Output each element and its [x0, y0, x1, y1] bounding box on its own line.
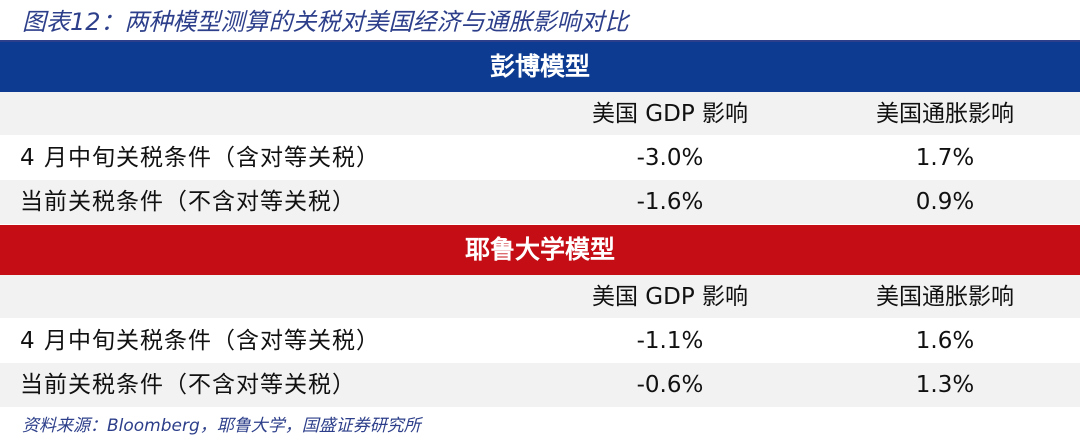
gdp-value: -1.1% — [636, 328, 704, 354]
table-row: 当前关税条件（不含对等关税） -1.6% 0.9% — [0, 180, 1080, 224]
row-divider — [0, 318, 1080, 319]
figure-title: 图表12：两种模型测算的关税对美国经济与通胀影响对比 — [22, 8, 629, 36]
column-header-inflation: 美国通胀影响 — [876, 284, 1014, 310]
table-row: 4 月中旬关税条件（含对等关税） -1.1% 1.6% — [0, 319, 1080, 363]
row-label: 4 月中旬关税条件（含对等关税） — [20, 328, 380, 354]
column-header-row: 美国 GDP 影响 美国通胀影响 — [0, 92, 1080, 136]
table-row: 当前关税条件（不含对等关税） -0.6% 1.3% — [0, 363, 1080, 407]
row-label: 当前关税条件（不含对等关税） — [20, 372, 356, 398]
column-header-inflation: 美国通胀影响 — [876, 101, 1014, 127]
inflation-value: 0.9% — [915, 189, 975, 215]
gdp-value: -0.6% — [636, 372, 704, 398]
table-row: 4 月中旬关税条件（含对等关税） -3.0% 1.7% — [0, 136, 1080, 180]
column-header-gdp: 美国 GDP 影响 — [591, 284, 749, 310]
column-header-row: 美国 GDP 影响 美国通胀影响 — [0, 275, 1080, 319]
row-divider — [0, 135, 1080, 136]
section-header-yale: 耶鲁大学模型 — [0, 225, 1080, 275]
gdp-value: -3.0% — [636, 145, 704, 171]
source-note: 资料来源：Bloomberg，耶鲁大学，国盛证券研究所 — [22, 416, 421, 436]
inflation-value: 1.6% — [915, 328, 975, 354]
gdp-value: -1.6% — [636, 189, 704, 215]
row-label: 当前关税条件（不含对等关税） — [20, 189, 356, 215]
inflation-value: 1.3% — [915, 372, 975, 398]
column-header-gdp: 美国 GDP 影响 — [591, 101, 749, 127]
title-divider — [0, 40, 1080, 42]
section-header-bloomberg: 彭博模型 — [0, 42, 1080, 92]
inflation-value: 1.7% — [915, 145, 975, 171]
row-label: 4 月中旬关税条件（含对等关税） — [20, 145, 380, 171]
